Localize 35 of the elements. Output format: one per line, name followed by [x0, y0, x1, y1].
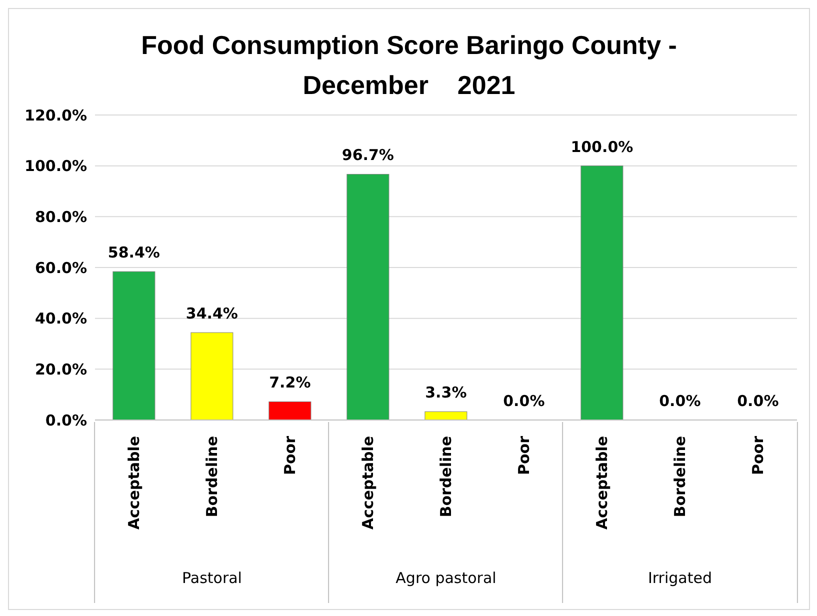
y-tick-label: 100.0% — [24, 157, 87, 176]
data-label: 0.0% — [737, 392, 779, 410]
text: Irrigated — [648, 569, 712, 587]
bar — [190, 332, 234, 420]
y-tick-label: 80.0% — [34, 208, 87, 226]
x-tick-label: Bordeline — [671, 436, 689, 518]
chart-title: Food Consumption Score Baringo County - December 2021 — [140, 29, 678, 102]
data-label: 7.2% — [269, 374, 311, 392]
data-label: 34.4% — [186, 304, 238, 323]
y-tick-label: 0.0% — [45, 411, 87, 430]
data-label: 0.0% — [503, 392, 545, 410]
data-label: 3.3% — [425, 384, 467, 402]
x-tick-label: Bordeline — [203, 436, 221, 518]
y-tick-label: 120.0% — [24, 106, 87, 124]
x-tick-label: Poor — [749, 435, 767, 476]
x-tick-label: Poor — [281, 435, 299, 476]
data-label: 96.7% — [342, 146, 394, 164]
y-tick-label: 20.0% — [34, 360, 87, 378]
bar — [268, 401, 312, 420]
data-label: 0.0% — [659, 392, 701, 410]
data-label: 100.0% — [570, 138, 634, 156]
text: Agro pastoral — [396, 569, 496, 587]
bar — [580, 166, 624, 420]
text: Pastoral — [182, 569, 242, 587]
y-tick-label: 40.0% — [34, 310, 87, 328]
data-label: 58.4% — [108, 244, 160, 262]
x-tick-label: Acceptable — [359, 436, 377, 530]
x-tick-label: Acceptable — [125, 436, 143, 530]
bar — [112, 271, 156, 420]
x-tick-label: Poor — [515, 435, 533, 476]
x-tick-label: Bordeline — [437, 436, 455, 518]
y-tick-label: 60.0% — [34, 258, 87, 277]
bar — [346, 174, 390, 420]
bar — [424, 411, 468, 420]
x-tick-label: Acceptable — [593, 436, 611, 530]
